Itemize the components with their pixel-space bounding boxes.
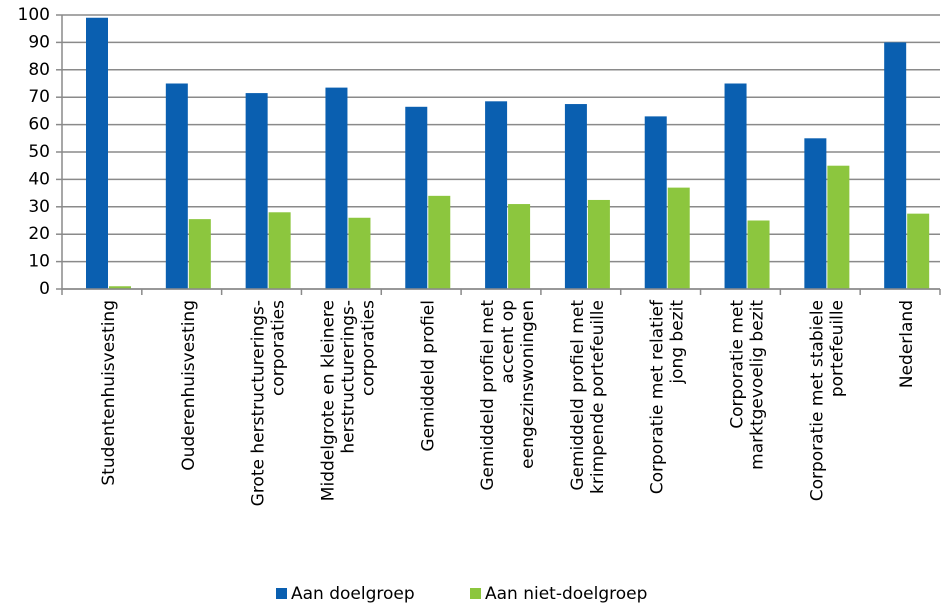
- bar: [907, 213, 930, 289]
- x-tick-label: Gemiddeld profiel: [418, 300, 438, 452]
- y-tick-label: 70: [28, 87, 50, 107]
- x-tick-label: Studentenhuisvesting: [99, 300, 119, 486]
- x-tick-label: Corporatie met relatiefjong bezit: [648, 299, 688, 494]
- bar: [245, 93, 268, 289]
- bar: [827, 165, 850, 289]
- bar: [667, 187, 690, 289]
- bar: [325, 87, 348, 289]
- bar: [508, 204, 531, 289]
- y-tick-label: 90: [28, 32, 50, 52]
- bar: [348, 217, 371, 289]
- y-tick-label: 100: [18, 5, 50, 25]
- legend-swatch: [276, 588, 287, 599]
- y-tick-label: 80: [28, 60, 50, 80]
- x-tick-label: Corporatie metmarktgevoelig bezit: [728, 300, 768, 470]
- bar: [747, 220, 770, 289]
- x-tick-label: Nederland: [897, 300, 917, 388]
- bar: [405, 106, 428, 289]
- y-tick-label: 60: [28, 115, 50, 135]
- y-tick-label: 50: [28, 142, 50, 162]
- bar: [485, 101, 508, 289]
- bar: [165, 83, 188, 289]
- bar: [884, 42, 907, 290]
- legend-label: Aan niet-doelgroep: [485, 584, 647, 604]
- y-tick-label: 30: [28, 197, 50, 217]
- x-tick-label: Corporatie met stabieleportefeuille: [807, 300, 847, 501]
- x-tick-label: Grote herstructurerings-corporaties: [249, 300, 289, 506]
- bar: [804, 138, 827, 289]
- bar: [428, 195, 451, 289]
- bar: [268, 212, 291, 289]
- legend-swatch: [470, 588, 481, 599]
- x-tick-label: Middelgrote en kleinereherstructurerings…: [318, 300, 378, 501]
- bar: [188, 219, 211, 289]
- legend-label: Aan doelgroep: [291, 584, 415, 604]
- bar: [644, 116, 667, 289]
- y-tick-label: 40: [28, 169, 50, 189]
- y-tick-label: 10: [28, 252, 50, 272]
- bar: [109, 286, 131, 289]
- x-tick-label: Gemiddeld profiel metkrimpende portefeui…: [568, 300, 608, 494]
- x-tick-label: Ouderenhuisvesting: [179, 300, 199, 471]
- y-tick-label: 0: [39, 279, 50, 299]
- bar: [86, 17, 108, 290]
- y-tick-label: 20: [28, 224, 50, 244]
- bar: [724, 83, 747, 289]
- x-tick-label: Gemiddeld profiel metaccent opeengezinsw…: [478, 300, 538, 491]
- bar: [564, 104, 587, 289]
- bar: [587, 199, 610, 289]
